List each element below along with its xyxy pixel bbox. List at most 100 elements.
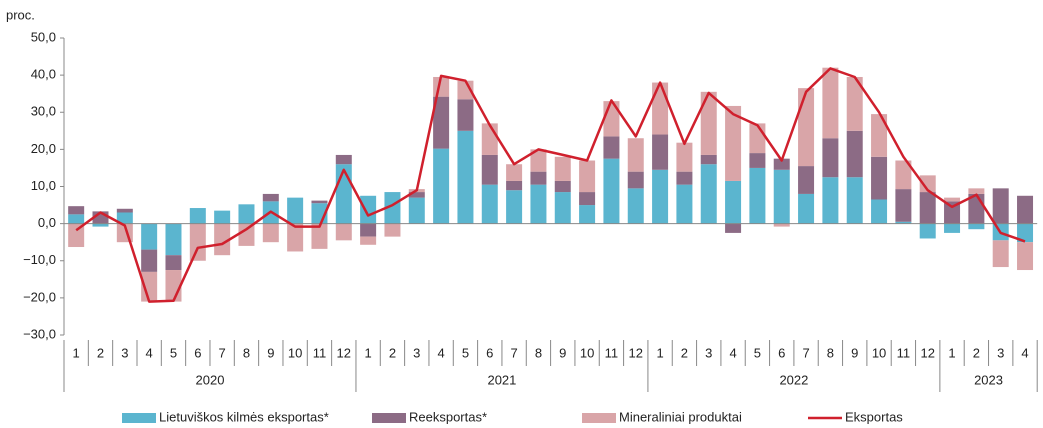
legend-label: Eksportas [845,409,903,424]
bar [141,223,158,250]
bar [433,148,450,224]
x-tick-label: 3 [997,345,1004,360]
legend-swatch [122,413,156,423]
bar [846,76,863,131]
x-tick-label: 2 [681,345,688,360]
legend-swatch [372,413,406,423]
bar [749,123,766,154]
bar [579,205,596,224]
x-tick-label: 5 [462,345,469,360]
bar [530,149,547,172]
bar [165,223,182,256]
bar [311,200,328,204]
bar [554,180,571,193]
bar [408,192,425,198]
bar [141,271,158,302]
x-tick-label: 10 [288,345,302,360]
bar [1017,195,1034,224]
bar [749,167,766,224]
bar [846,130,863,178]
bar [919,175,936,193]
x-tick-label: 10 [872,345,886,360]
bar [165,255,182,271]
bar [700,154,717,165]
bar [554,192,571,224]
bar [676,184,693,224]
legend-label: Lietuviškos kilmės eksportas* [159,409,329,424]
x-tick-label: 9 [851,345,858,360]
x-tick-label: 3 [121,345,128,360]
bar [214,223,231,256]
bar [652,169,669,224]
bar [603,136,620,159]
bar [968,223,985,230]
x-tick-label: 10 [580,345,594,360]
bar [627,171,644,189]
bar [919,192,936,224]
x-group-label: 2023 [974,372,1003,387]
y-tick-label: −30,0 [23,326,56,341]
bar [92,223,109,227]
bar [895,160,912,190]
x-tick-label: 7 [219,345,226,360]
bar [676,142,693,172]
bar [798,88,815,167]
bar [822,67,839,139]
x-tick-label: 6 [778,345,785,360]
bar [627,188,644,224]
x-tick-label: 4 [729,345,736,360]
x-tick-label: 9 [559,345,566,360]
bar [238,223,255,246]
bar [846,177,863,224]
bar [968,188,985,194]
bar [579,160,596,193]
bar [335,154,352,165]
bar [773,158,790,170]
bar [481,154,498,185]
x-tick-label: 12 [337,345,351,360]
bar [798,193,815,224]
bar [871,114,888,157]
bar [822,138,839,178]
bar [944,223,961,233]
y-tick-label: 40,0 [31,67,56,82]
bar [311,223,328,249]
bar [287,197,304,224]
y-tick-label: −10,0 [23,252,56,267]
bar [944,197,961,202]
bar [116,212,133,224]
x-tick-label: 11 [313,345,327,360]
x-tick-label: 2 [973,345,980,360]
y-tick-label: 30,0 [31,104,56,119]
bar [676,171,693,185]
bar [189,223,206,261]
bar [262,193,279,202]
bar [530,184,547,224]
legend-label: Mineraliniai produktai [619,409,742,424]
bar [68,223,85,248]
x-tick-label: 7 [802,345,809,360]
y-tick-label: 20,0 [31,141,56,156]
bar [457,80,474,100]
bar [335,223,352,241]
bar [287,223,304,252]
bar [895,221,912,224]
x-group-label: 2021 [487,372,516,387]
bar [530,171,547,185]
bar [433,96,450,149]
x-tick-label: 5 [170,345,177,360]
legend-swatch [582,413,616,423]
bar [798,166,815,194]
x-tick-label: 2 [97,345,104,360]
bar [579,192,596,206]
bar [457,130,474,224]
legend-label: Reeksportas* [409,409,487,424]
x-tick-label: 8 [535,345,542,360]
bar [992,188,1009,224]
bar [335,164,352,224]
x-tick-label: 2 [389,345,396,360]
bar [360,223,377,237]
y-tick-label: 0,0 [38,215,56,230]
bar [773,223,790,227]
